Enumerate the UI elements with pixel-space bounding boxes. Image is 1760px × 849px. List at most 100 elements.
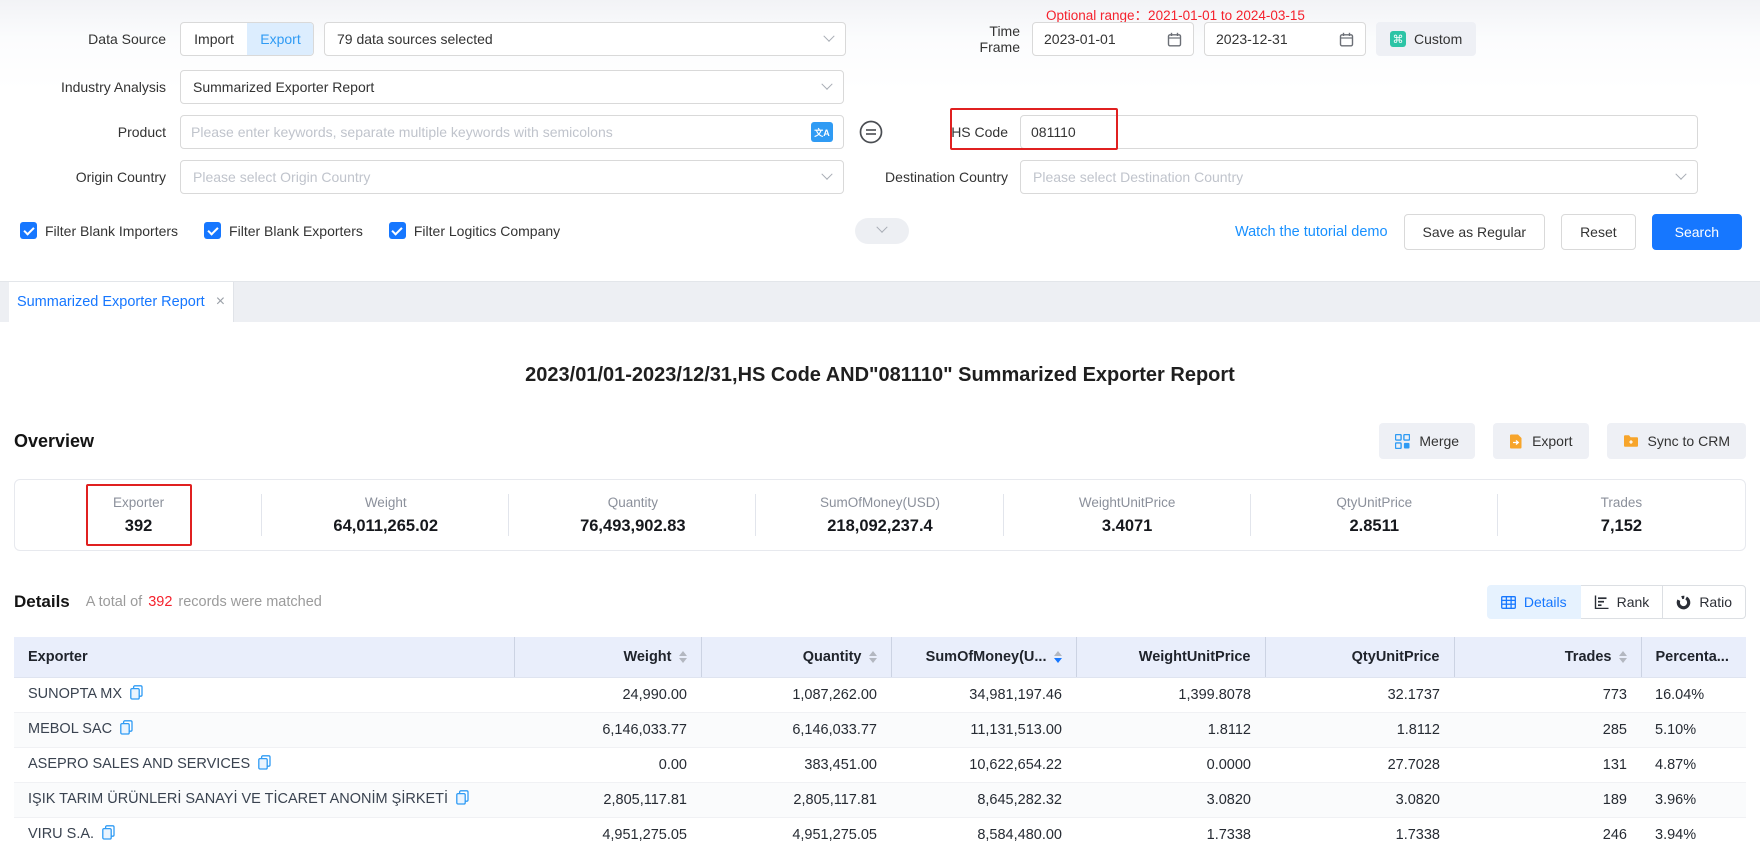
keyboard-icon[interactable] <box>858 119 884 145</box>
view-details-button[interactable]: Details <box>1487 585 1581 619</box>
cell-weight-unit-price: 1.8112 <box>1076 712 1265 747</box>
export-button[interactable]: Export <box>1493 423 1588 459</box>
exporter-name-link[interactable]: IŞIK TARIM ÜRÜNLERİ SANAYİ VE TİCARET AN… <box>28 791 448 807</box>
end-date-input[interactable]: 2023-12-31 <box>1204 22 1366 56</box>
stat-trades: Trades7,152 <box>1498 480 1745 550</box>
cell-exporter: VIRU S.A. <box>14 817 514 849</box>
start-date-input[interactable]: 2023-01-01 <box>1032 22 1194 56</box>
cell-percentage: 5.10% <box>1641 712 1746 747</box>
checkbox-label: Filter Logitics Company <box>414 223 560 239</box>
calendar-icon <box>1339 32 1354 47</box>
industry-analysis-value: Summarized Exporter Report <box>193 79 374 95</box>
caret-up-icon <box>1054 651 1062 656</box>
table-row: VIRU S.A.4,951,275.054,951,275.058,584,4… <box>14 817 1746 849</box>
column-header-trades[interactable]: Trades <box>1454 637 1641 677</box>
table-icon <box>1501 596 1516 609</box>
data-sources-dropdown[interactable]: 79 data sources selected <box>324 22 846 56</box>
cell-weight: 0.00 <box>514 747 701 782</box>
cell-exporter: MEBOL SAC <box>14 712 514 747</box>
calendar-icon <box>1167 32 1182 47</box>
filter-logitics-company-checkbox[interactable]: Filter Logitics Company <box>389 222 560 239</box>
cell-qty-unit-price: 3.0820 <box>1265 782 1454 817</box>
cell-qty-unit-price: 32.1737 <box>1265 677 1454 712</box>
sort-carets-icon[interactable] <box>869 651 877 663</box>
copy-icon[interactable] <box>258 755 271 774</box>
custom-range-button[interactable]: ⌘ Custom <box>1376 22 1476 56</box>
copy-icon[interactable] <box>102 825 115 844</box>
column-label: Exporter <box>28 649 88 665</box>
column-header-weightunitprice: WeightUnitPrice <box>1076 637 1265 677</box>
sync-to-crm-button[interactable]: Sync to CRM <box>1607 423 1746 459</box>
cell-quantity: 4,951,275.05 <box>701 817 891 849</box>
column-header-quantity[interactable]: Quantity <box>701 637 891 677</box>
report-title: 2023/01/01-2023/12/31,HS Code AND"081110… <box>14 364 1746 387</box>
custom-button-label: Custom <box>1414 31 1462 47</box>
destination-country-placeholder: Please select Destination Country <box>1033 169 1243 185</box>
view-ratio-button[interactable]: Ratio <box>1662 585 1746 619</box>
sort-carets-icon[interactable] <box>679 651 687 663</box>
translate-icon[interactable]: 文A <box>811 122 833 142</box>
column-label: Percenta... <box>1656 649 1729 665</box>
end-date-value: 2023-12-31 <box>1216 31 1288 47</box>
tab-summarized-exporter-report[interactable]: Summarized Exporter Report × <box>9 282 234 322</box>
export-toggle-button[interactable]: Export <box>247 23 313 55</box>
import-toggle-button[interactable]: Import <box>181 23 247 55</box>
exporter-name-link[interactable]: MEBOL SAC <box>28 721 112 737</box>
close-icon[interactable]: × <box>216 293 225 311</box>
search-button[interactable]: Search <box>1652 214 1742 250</box>
column-header-content: Percenta... <box>1656 649 1733 665</box>
column-label: Weight <box>623 649 671 665</box>
stat-label: Trades <box>1601 495 1643 510</box>
view-rank-button[interactable]: Rank <box>1580 585 1664 619</box>
industry-analysis-dropdown[interactable]: Summarized Exporter Report <box>180 70 844 104</box>
hs-code-input[interactable] <box>1031 124 1687 140</box>
caret-up-icon <box>679 651 687 656</box>
details-table: Exporter Weight Quantity SumOfMoney(U... Wei… <box>14 637 1746 849</box>
origin-country-dropdown[interactable]: Please select Origin Country <box>180 160 844 194</box>
table-row: MEBOL SAC6,146,033.776,146,033.7711,131,… <box>14 712 1746 747</box>
product-input[interactable] <box>191 124 811 140</box>
rank-bars-icon <box>1594 595 1609 609</box>
tutorial-demo-link[interactable]: Watch the tutorial demo <box>1235 224 1388 240</box>
chevron-down-icon <box>876 221 887 232</box>
cell-quantity: 1,087,262.00 <box>701 677 891 712</box>
destination-country-dropdown[interactable]: Please select Destination Country <box>1020 160 1698 194</box>
column-label: Quantity <box>803 649 862 665</box>
view-rank-label: Rank <box>1617 594 1650 610</box>
details-heading: Details <box>14 592 70 612</box>
column-header-weight[interactable]: Weight <box>514 637 701 677</box>
cell-quantity: 383,451.00 <box>701 747 891 782</box>
column-header-content: QtyUnitPrice <box>1280 649 1440 665</box>
data-source-toggle: Import Export <box>180 22 314 56</box>
column-label: WeightUnitPrice <box>1139 649 1251 665</box>
destination-country-label: Destination Country <box>860 169 1020 185</box>
stat-label: SumOfMoney(USD) <box>820 495 940 510</box>
cell-sum-of-money: 11,131,513.00 <box>891 712 1076 747</box>
merge-button[interactable]: Merge <box>1379 423 1475 459</box>
stat-value: 64,011,265.02 <box>333 517 438 536</box>
collapse-filters-button[interactable] <box>855 218 909 244</box>
cell-weight: 4,951,275.05 <box>514 817 701 849</box>
sort-carets-icon[interactable] <box>1619 651 1627 663</box>
exporter-name-link[interactable]: VIRU S.A. <box>28 826 94 842</box>
cell-exporter: SUNOPTA MX <box>14 677 514 712</box>
column-header-qtyunitprice: QtyUnitPrice <box>1265 637 1454 677</box>
reset-button[interactable]: Reset <box>1561 214 1636 250</box>
merge-icon <box>1395 434 1410 449</box>
checkbox-checked-icon <box>204 222 221 239</box>
chevron-down-icon <box>1675 169 1686 180</box>
stat-label: Weight <box>365 495 407 510</box>
cell-weight: 6,146,033.77 <box>514 712 701 747</box>
sort-carets-icon[interactable] <box>1054 651 1062 663</box>
overview-heading: Overview <box>14 431 94 452</box>
filter-blank-exporters-checkbox[interactable]: Filter Blank Exporters <box>204 222 363 239</box>
caret-down-icon <box>1619 658 1627 663</box>
exporter-name-link[interactable]: SUNOPTA MX <box>28 686 122 702</box>
copy-icon[interactable] <box>456 790 469 809</box>
exporter-name-link[interactable]: ASEPRO SALES AND SERVICES <box>28 756 250 772</box>
column-header-sumofmoney-u[interactable]: SumOfMoney(U... <box>891 637 1076 677</box>
filter-blank-importers-checkbox[interactable]: Filter Blank Importers <box>20 222 178 239</box>
copy-icon[interactable] <box>130 685 143 704</box>
copy-icon[interactable] <box>120 720 133 739</box>
save-as-regular-button[interactable]: Save as Regular <box>1404 214 1546 250</box>
